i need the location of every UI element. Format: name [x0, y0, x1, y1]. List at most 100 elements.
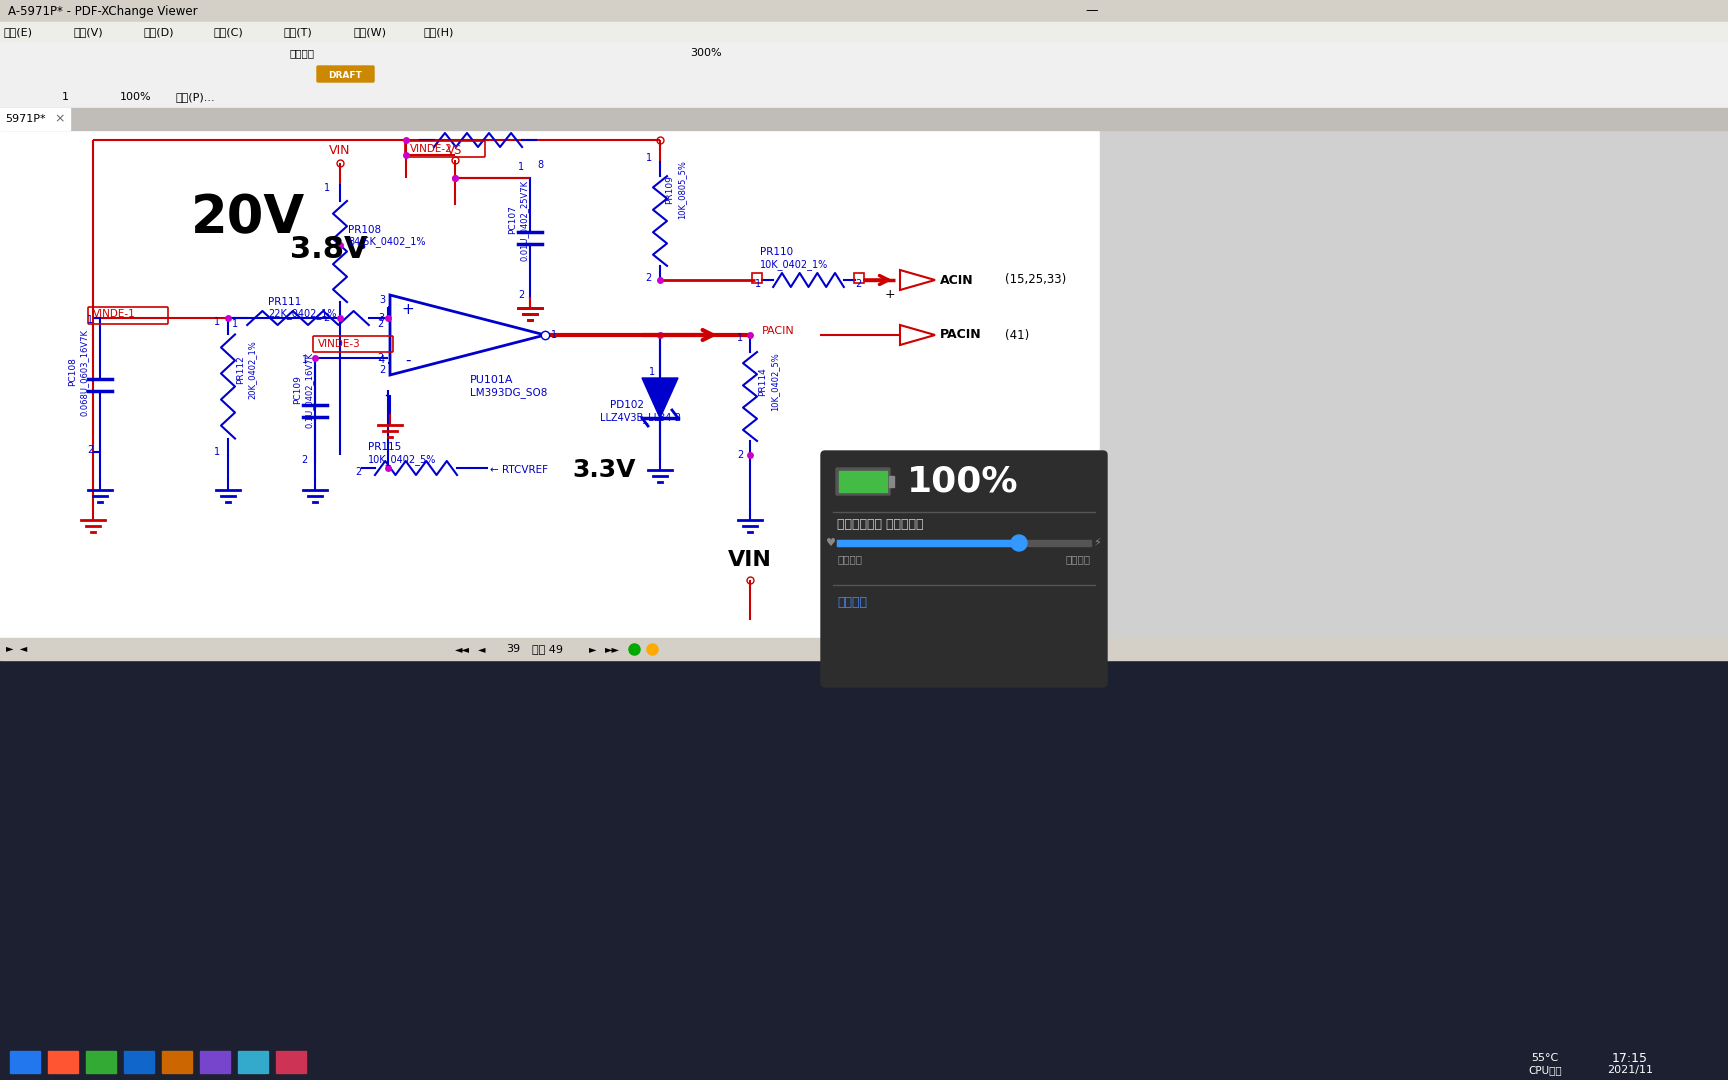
Text: 2: 2 [378, 319, 384, 329]
Text: 10K_0805_5%: 10K_0805_5% [677, 161, 686, 219]
Text: 10K_0402_5%: 10K_0402_5% [368, 455, 437, 465]
Text: 1: 1 [416, 120, 423, 130]
Text: VIN: VIN [727, 550, 772, 570]
Text: ◄: ◄ [479, 644, 486, 654]
Text: PR114: PR114 [759, 367, 767, 396]
Text: 1: 1 [518, 162, 524, 172]
Bar [0, 108, 1728, 130]
Text: 最佳性能: 最佳性能 [1066, 554, 1090, 564]
Text: PACIN: PACIN [940, 328, 982, 341]
Bar [0, 86, 1728, 108]
Bar [0, 22, 1728, 42]
Text: 1: 1 [86, 315, 93, 325]
Text: 2: 2 [532, 120, 537, 130]
Text: 2: 2 [736, 450, 743, 460]
Bar [854, 273, 864, 283]
Text: 放大工具: 放大工具 [290, 48, 314, 58]
Text: 3: 3 [378, 313, 384, 323]
Text: 1: 1 [214, 318, 219, 327]
Text: ACIN: ACIN [940, 273, 973, 286]
Polygon shape [643, 378, 677, 418]
Bar [86, 1051, 116, 1074]
Text: 1: 1 [323, 183, 330, 193]
Text: VINDE-2: VINDE-2 [410, 144, 453, 154]
Text: PR111: PR111 [268, 297, 301, 307]
Bar [0, 0, 1728, 22]
Text: VINDE-3: VINDE-3 [318, 339, 361, 349]
Text: 2: 2 [855, 279, 861, 289]
Text: 3.8V: 3.8V [290, 235, 368, 265]
Text: -: - [406, 352, 411, 367]
Text: +: + [885, 288, 895, 301]
Text: VS: VS [448, 144, 463, 157]
Text: 0.1U_0402_16V7K: 0.1U_0402_16V7K [306, 352, 314, 428]
Text: ×: × [54, 112, 64, 125]
Text: CPU温度: CPU温度 [1528, 1065, 1562, 1075]
Bar [752, 273, 762, 283]
Text: 55°C: 55°C [1531, 1053, 1559, 1063]
Text: 1: 1 [551, 330, 556, 340]
Text: PR108: PR108 [347, 225, 382, 235]
Text: 2: 2 [378, 353, 384, 363]
Text: 300%: 300% [689, 48, 722, 58]
Text: +: + [401, 302, 415, 318]
Text: ♥: ♥ [826, 538, 836, 548]
Text: 2: 2 [356, 467, 361, 477]
Text: PU101A: PU101A [470, 375, 513, 384]
Text: ►  ◄: ► ◄ [5, 644, 28, 654]
Text: ⚡: ⚡ [1094, 538, 1101, 548]
Text: 电池设置: 电池设置 [836, 596, 867, 609]
Bar [276, 1051, 306, 1074]
Text: ►: ► [589, 644, 596, 654]
Text: (41): (41) [1006, 328, 1030, 341]
Bar [1101, 130, 1728, 640]
Text: PR110: PR110 [760, 247, 793, 257]
Text: LLZ4V3B_LL34-2: LLZ4V3B_LL34-2 [600, 413, 681, 423]
Text: 2: 2 [378, 365, 385, 375]
Text: 2: 2 [646, 273, 651, 283]
Text: PC108: PC108 [67, 357, 78, 387]
Text: 17:15: 17:15 [1612, 1052, 1649, 1065]
Text: 2021/11: 2021/11 [1607, 1065, 1654, 1075]
Circle shape [1011, 535, 1026, 551]
Text: 2: 2 [302, 455, 308, 465]
Text: 檔案(E): 檔案(E) [3, 27, 33, 37]
Text: 1: 1 [755, 279, 760, 289]
Text: (15,25,33): (15,25,33) [1006, 273, 1066, 286]
Text: 檢視(V): 檢視(V) [74, 27, 104, 37]
Text: 8: 8 [537, 160, 543, 170]
Text: 电池使用模式 更好的性能: 电池使用模式 更好的性能 [836, 518, 923, 531]
Text: 10K_0402_1%: 10K_0402_1% [760, 259, 828, 270]
Text: 1: 1 [62, 92, 69, 102]
Text: ►►: ►► [605, 644, 620, 654]
Bar [162, 1051, 192, 1074]
Bar [0, 130, 1728, 640]
Bar [238, 1051, 268, 1074]
Bar [836, 540, 1090, 546]
Bar [888, 476, 893, 487]
FancyBboxPatch shape [316, 66, 373, 82]
Text: 10K_0402_5%: 10K_0402_5% [771, 353, 779, 411]
Text: PC109: PC109 [294, 376, 302, 404]
Bar [200, 1051, 230, 1074]
FancyBboxPatch shape [836, 468, 890, 495]
Text: 幫助(H): 幫助(H) [423, 27, 454, 37]
Text: 3: 3 [378, 295, 385, 305]
Bar [840, 471, 886, 492]
Text: 文件(D): 文件(D) [143, 27, 175, 37]
Text: DRAFT: DRAFT [328, 70, 361, 80]
Text: 1: 1 [232, 319, 238, 329]
Text: 39: 39 [506, 644, 520, 654]
Text: ◄◄: ◄◄ [454, 644, 470, 654]
Text: 20K_0402_1%: 20K_0402_1% [249, 340, 257, 400]
Text: •: • [358, 239, 368, 257]
Bar [836, 540, 1020, 546]
Text: PACIN: PACIN [762, 326, 795, 336]
Text: 最长续航: 最长续航 [836, 554, 862, 564]
Text: 100%: 100% [907, 465, 1018, 499]
Text: 1: 1 [302, 355, 308, 365]
Bar [0, 108, 71, 130]
Text: 84.5K_0402_1%: 84.5K_0402_1% [347, 237, 425, 247]
Bar [0, 638, 1728, 660]
Text: 100%: 100% [119, 92, 152, 102]
